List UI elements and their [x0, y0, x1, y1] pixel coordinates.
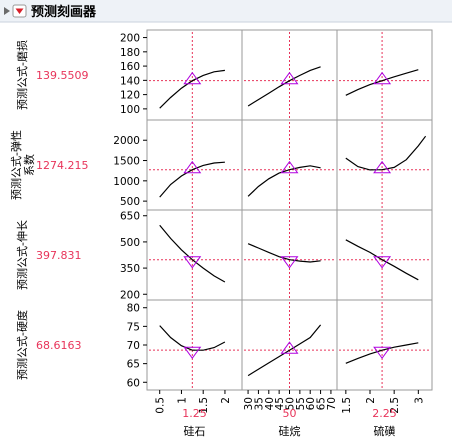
- response-name: 预测公式-硬度: [15, 310, 29, 380]
- response-curve: [159, 69, 225, 109]
- y-tick-label: 60: [127, 377, 140, 389]
- y-tick-label: 200: [120, 33, 140, 45]
- profile-cell: [336, 209, 433, 301]
- response-curve: [345, 135, 427, 171]
- x-tick-label: 60: [305, 397, 317, 410]
- profile-cell: [146, 209, 243, 301]
- x-tick-label: 2: [220, 397, 232, 404]
- y-tick-label: 70: [127, 340, 140, 352]
- response-curve: [345, 342, 419, 364]
- y-tick-label: 180: [120, 47, 140, 59]
- x-tick-label: 45: [274, 397, 286, 410]
- profile-cell: [241, 119, 338, 211]
- factor-name: 硅石: [184, 425, 206, 438]
- y-tick-label: 75: [127, 321, 140, 333]
- response-name: 预测公式-弹性系数: [9, 130, 36, 200]
- x-tick-label: 70: [326, 397, 338, 410]
- y-tick-label: 500: [120, 237, 140, 249]
- y-tick-label: 350: [120, 263, 140, 275]
- x-tick-label: 1.5: [341, 397, 353, 414]
- current-value-marker[interactable]: [373, 346, 392, 360]
- response-curve: [159, 161, 225, 198]
- profile-cell: [241, 29, 338, 121]
- x-tick-label: 2.5: [389, 397, 401, 414]
- current-value-marker[interactable]: [373, 71, 392, 85]
- x-tick-label: 1.5: [198, 397, 210, 414]
- red-dropdown-arrow: [15, 8, 24, 14]
- current-value-marker[interactable]: [280, 160, 299, 174]
- current-value-marker[interactable]: [183, 346, 202, 360]
- profiler-title: 预测刻画器: [31, 4, 97, 20]
- response-name: 预测公式-伸长: [16, 220, 29, 290]
- y-tick-label: 650: [120, 211, 140, 223]
- x-tick-label: 50: [285, 397, 297, 410]
- current-value-marker[interactable]: [183, 71, 202, 85]
- factor-current-value[interactable]: 1.25: [182, 407, 207, 420]
- factor-name: 硫磺: [374, 424, 396, 438]
- response-value: 68.6163: [36, 339, 82, 352]
- response-name: 预测公式-磨损: [15, 40, 29, 110]
- response-curve: [345, 239, 419, 281]
- current-value-marker[interactable]: [280, 71, 299, 85]
- response-curve: [247, 165, 321, 197]
- y-tick-label: 140: [120, 75, 140, 87]
- y-tick-label: 120: [120, 90, 140, 102]
- response-curve: [159, 325, 226, 351]
- y-tick-label: 200: [120, 289, 140, 301]
- response-curve: [159, 224, 226, 283]
- response-value: 397.831: [36, 249, 82, 262]
- y-tick-label: 100: [120, 104, 140, 116]
- factor-name: 硅烷: [279, 424, 301, 438]
- x-tick-label: 30: [243, 397, 255, 410]
- current-value-marker[interactable]: [373, 256, 392, 269]
- disclosure-triangle-icon[interactable]: [4, 7, 10, 15]
- y-tick-label: 2000: [113, 135, 140, 147]
- x-tick-label: 2: [365, 397, 377, 404]
- response-curve: [247, 66, 321, 107]
- profile-cell: [146, 299, 243, 391]
- y-tick-label: 80: [127, 303, 140, 315]
- y-tick-label: 1000: [113, 176, 140, 188]
- x-tick-label: 65: [316, 397, 328, 410]
- current-value-marker[interactable]: [183, 256, 202, 269]
- x-tick-label: 1: [176, 397, 188, 404]
- current-value-marker[interactable]: [183, 160, 202, 174]
- x-tick-label: 55: [295, 397, 307, 410]
- response-curve: [345, 69, 419, 96]
- current-value-marker[interactable]: [373, 160, 392, 174]
- y-tick-label: 65: [127, 359, 140, 371]
- profile-cell: [241, 209, 338, 301]
- x-tick-label: 40: [264, 397, 276, 410]
- response-curve: [247, 243, 321, 263]
- x-tick-label: 3: [413, 397, 425, 404]
- profile-cell: [336, 299, 433, 391]
- x-tick-label: 35: [253, 397, 265, 410]
- profile-cell: [336, 29, 433, 121]
- header-bar: [0, 0, 452, 22]
- x-tick-label: 0.5: [155, 397, 167, 414]
- current-value-marker[interactable]: [280, 341, 299, 354]
- y-tick-label: 500: [120, 196, 140, 208]
- response-value: 139.5509: [36, 69, 89, 82]
- factor-current-value[interactable]: 2.25: [372, 407, 397, 420]
- response-value: 1274.215: [36, 159, 89, 172]
- factor-current-value[interactable]: 50: [283, 407, 297, 420]
- y-tick-label: 1500: [113, 156, 140, 168]
- profile-cell: [241, 299, 338, 391]
- y-tick-label: 160: [120, 61, 140, 73]
- current-value-marker[interactable]: [280, 256, 299, 269]
